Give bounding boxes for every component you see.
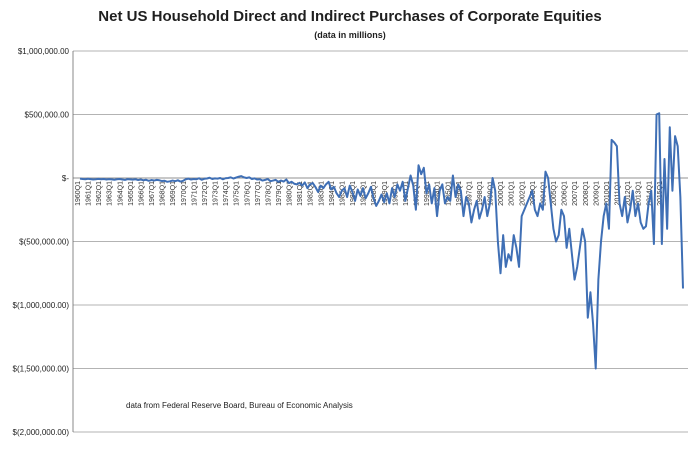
x-tick-label: 1989Q1	[382, 181, 389, 206]
gridlines	[72, 50, 688, 433]
x-tick-label: 2013Q1	[636, 181, 643, 206]
x-tick-label: 1985Q1	[339, 181, 346, 206]
series-layer	[79, 112, 684, 370]
y-tick-label: $1,000,000.00	[18, 47, 70, 56]
x-tick-label: 1966Q1	[138, 181, 145, 206]
y-tick-label: $(1,000,000.00)	[13, 301, 70, 310]
x-tick-label: 2007Q1	[572, 181, 579, 206]
x-tick-label: 1979Q1	[276, 181, 283, 206]
x-tick-label: 1968Q1	[160, 181, 167, 206]
x-tick-label: 2010Q1	[604, 181, 611, 206]
y-tick-label: $-	[62, 174, 69, 183]
chart-subtitle: (data in millions)	[314, 30, 386, 40]
x-tick-label: 1964Q1	[117, 181, 124, 206]
x-tick-label: 2005Q1	[551, 181, 558, 206]
x-tick-label: 2006Q1	[562, 181, 569, 206]
x-tick-label: 1971Q1	[191, 181, 198, 206]
x-tick-label: 1982Q1	[308, 181, 315, 206]
x-axis-labels: 1960Q1 1961Q1 1962Q1 1963Q1 1964Q1 1965Q1 1966…	[75, 181, 664, 206]
x-tick-label: 2002Q1	[519, 181, 526, 206]
x-tick-label: 1960Q1	[75, 181, 82, 206]
series-line	[79, 112, 684, 370]
x-tick-label: 2001Q1	[509, 181, 516, 206]
x-tick-label: 1962Q1	[96, 181, 103, 206]
x-tick-label: 1976Q1	[244, 181, 251, 206]
x-tick-label: 1995Q1	[445, 181, 452, 206]
x-tick-label: 1983Q1	[318, 181, 325, 206]
x-tick-label: 1974Q1	[223, 181, 230, 206]
x-tick-label: 1975Q1	[234, 181, 241, 206]
x-tick-label: 2008Q1	[583, 181, 590, 206]
x-tick-label: 2011Q1	[615, 181, 622, 205]
x-tick-label: 1978Q1	[265, 181, 272, 206]
x-tick-label: 1977Q1	[255, 181, 262, 206]
y-tick-label: $(1,500,000.00)	[13, 365, 70, 374]
y-axis-labels: $1,000,000.00 $500,000.00 $- $(500,000.00) $…	[13, 47, 70, 437]
x-tick-label: 1996Q1	[456, 181, 463, 206]
y-tick-label: $500,000.00	[25, 111, 70, 120]
chart-title: Net US Household Direct and Indirect Pur…	[98, 8, 602, 25]
x-tick-label: 1988Q1	[371, 181, 378, 206]
x-tick-label: 1997Q1	[466, 181, 473, 206]
x-tick-label: 1972Q1	[202, 181, 209, 206]
x-tick-label: 1967Q1	[149, 181, 156, 206]
x-tick-label: 1965Q1	[128, 181, 135, 206]
x-tick-label: 2009Q1	[593, 181, 600, 206]
x-tick-label: 1984Q1	[329, 181, 336, 206]
x-tick-label: 1973Q1	[213, 181, 220, 206]
x-tick-label: 1993Q1	[424, 181, 431, 206]
x-tick-label: 1980Q1	[287, 181, 294, 206]
x-tick-label: 2012Q1	[625, 181, 632, 206]
source-note: data from Federal Reserve Board, Bureau …	[126, 401, 353, 410]
x-tick-label: 1969Q1	[170, 181, 177, 206]
y-tick-label: $(2,000,000.00)	[13, 428, 70, 437]
x-tick-label: 2000Q1	[498, 181, 505, 206]
x-tick-label: 1981Q1	[297, 181, 304, 206]
x-tick-label: 1994Q1	[435, 181, 442, 206]
y-tick-label: $(500,000.00)	[19, 238, 69, 247]
x-tick-label: 1998Q1	[477, 181, 484, 206]
x-tick-label: 1970Q1	[181, 181, 188, 206]
x-tick-label: 1961Q1	[86, 181, 93, 206]
x-tick-label: 1963Q1	[107, 181, 114, 206]
